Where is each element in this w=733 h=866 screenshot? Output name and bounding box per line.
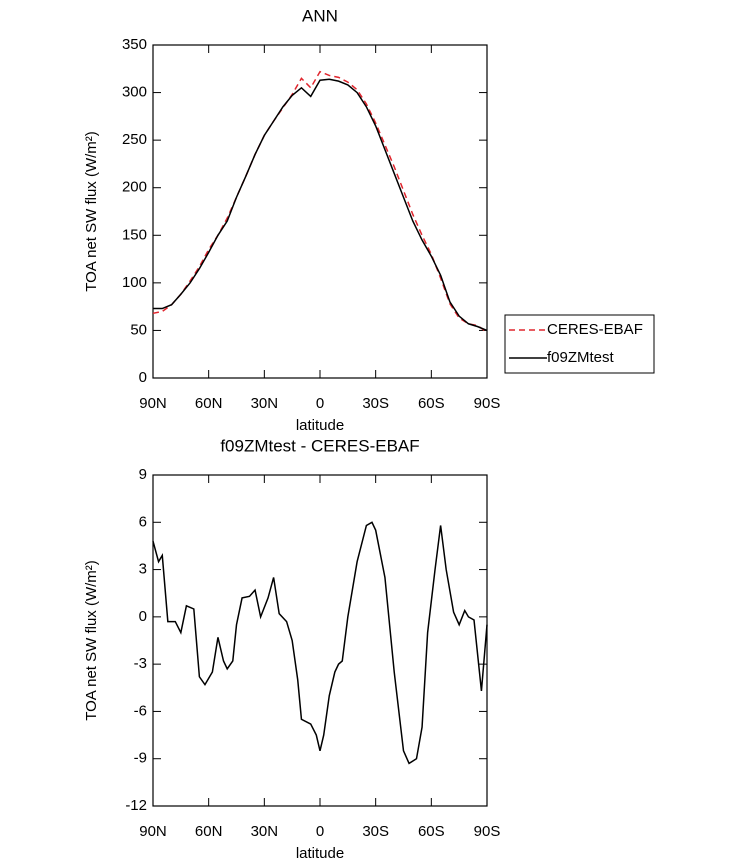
x-tick-label: 60N [195,395,223,412]
y-tick-label: 50 [130,321,147,338]
data-line [152,521,488,765]
y-tick-label: 350 [122,36,147,53]
y-tick-label: 250 [122,131,147,148]
y-tick-label: 100 [122,274,147,291]
x-tick-label: 30S [362,395,389,412]
legend-box [504,314,655,374]
y-tick-label: 6 [139,513,147,530]
x-tick-label: 0 [316,395,324,412]
x-tick-label: 90N [139,395,167,412]
y-axis-label: TOA net SW flux (W/m²) [83,131,100,292]
data-line [153,78,488,332]
y-tick-label: 0 [139,608,147,625]
y-tick-label: -6 [134,702,147,719]
x-tick-label: 30N [251,395,279,412]
x-tick-label: 60S [418,395,445,412]
x-tick-label: 0 [316,823,324,840]
y-tick-label: 200 [122,179,147,196]
y-tick-label: -9 [134,750,147,767]
x-axis-label: latitude [296,417,344,434]
x-tick-label: 90N [139,823,167,840]
x-tick-label: 90S [474,823,501,840]
x-tick-label: 60S [418,823,445,840]
y-tick-label: -3 [134,655,147,672]
chart-title: f09ZMtest - CERES-EBAF [220,436,419,455]
y-tick-label: 0 [139,369,147,386]
x-tick-label: 30N [251,823,279,840]
data-line [152,70,488,333]
plot-frame [152,474,488,807]
legend-label: f09ZMtest [547,349,615,366]
y-tick-label: 9 [139,466,147,483]
y-tick-label: 300 [122,84,147,101]
y-tick-label: -12 [125,797,147,814]
x-tick-label: 90S [474,395,501,412]
x-tick-label: 60N [195,823,223,840]
x-axis-label: latitude [296,845,344,862]
y-axis-label: TOA net SW flux (W/m²) [83,560,100,721]
x-tick-label: 30S [362,823,389,840]
legend-label: CERES-EBAF [547,321,643,338]
y-tick-label: 150 [122,226,147,243]
y-tick-label: 3 [139,561,147,578]
chart-title: ANN [302,6,338,25]
plot-frame [152,44,488,379]
